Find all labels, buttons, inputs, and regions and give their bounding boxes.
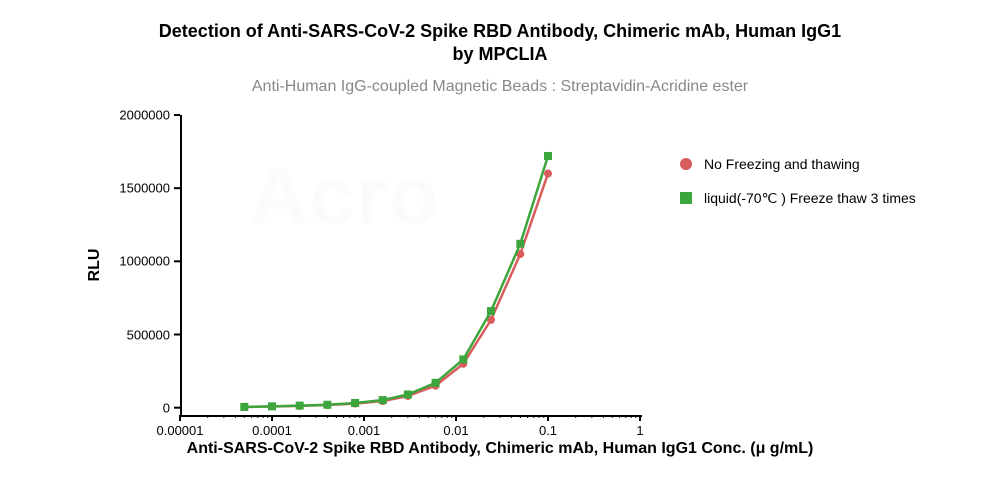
y-tick-label: 0	[80, 400, 170, 415]
x-tick-label: 0.001	[348, 423, 381, 438]
chart-subtitle: Anti-Human IgG-coupled Magnetic Beads : …	[0, 78, 1000, 96]
legend-marker-circle	[680, 158, 692, 170]
plot-wrap: RLU 05000001000000150000020000000.000010…	[180, 115, 640, 415]
legend-label-0: No Freezing and thawing	[704, 150, 860, 178]
legend: No Freezing and thawing liquid(-70℃ ) Fr…	[680, 150, 916, 218]
chart-title: Detection of Anti-SARS-CoV-2 Spike RBD A…	[0, 20, 1000, 65]
x-tick-label: 1	[636, 423, 643, 438]
plot-svg	[180, 115, 640, 415]
x-tick-label: 0.00001	[157, 423, 204, 438]
title-line2: by MPCLIA	[452, 44, 547, 64]
y-tick-label: 1000000	[80, 254, 170, 269]
x-tick-label: 0.1	[539, 423, 557, 438]
x-tick-label: 0.01	[443, 423, 468, 438]
legend-item-1: liquid(-70℃ ) Freeze thaw 3 times	[680, 184, 916, 212]
y-tick-label: 1500000	[80, 181, 170, 196]
legend-label-1: liquid(-70℃ ) Freeze thaw 3 times	[704, 184, 916, 212]
figure-container: Acro Detection of Anti-SARS-CoV-2 Spike …	[0, 0, 1000, 502]
title-line1: Detection of Anti-SARS-CoV-2 Spike RBD A…	[159, 21, 841, 41]
legend-marker-square	[680, 192, 692, 204]
x-tick-label: 0.0001	[252, 423, 292, 438]
y-tick-label: 2000000	[80, 108, 170, 123]
y-tick-label: 500000	[80, 327, 170, 342]
legend-item-0: No Freezing and thawing	[680, 150, 916, 178]
x-axis-label: Anti-SARS-CoV-2 Spike RBD Antibody, Chim…	[10, 440, 990, 458]
